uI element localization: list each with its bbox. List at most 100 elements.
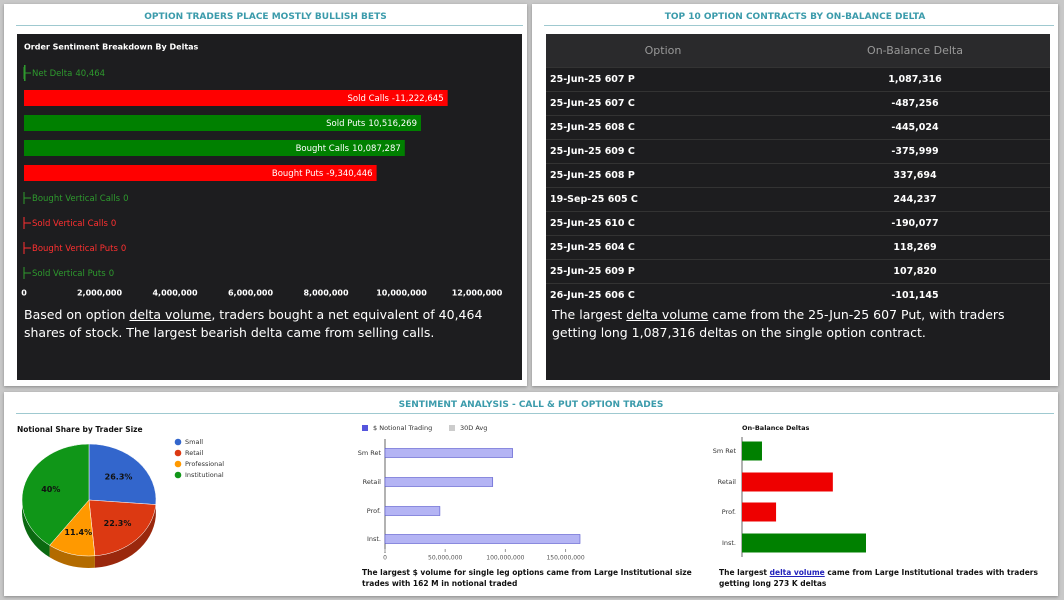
column-header: Option [546,34,780,68]
slice-label: 40% [41,485,60,494]
bar [742,533,866,553]
legend-swatch [449,425,455,431]
x-tick-label: 4,000,000 [152,289,197,298]
bar [742,441,762,461]
cell: 19-Sep-25 605 C [546,187,780,212]
caption-text: came from the 25-Jun-25 607 Put, with tr… [552,307,1005,340]
bar [24,90,448,106]
category-label: Sm Ret [358,449,382,457]
header-row: Option On-Balance Delta [546,34,1050,68]
cell: 118,269 [780,235,1050,260]
bar [384,477,494,487]
caption-text: The largest [552,307,627,322]
x-tick-label: 150,000,000 [546,555,584,562]
bar [384,448,513,458]
x-tick-label: 0 [383,555,387,562]
caption-text: came from Large Institutional trades wit… [719,568,1038,588]
cell: 26-Jun-25 606 C [546,283,780,307]
slice-label: 26.3% [105,473,133,482]
bar-label: Bought Puts -9,340,446 [272,169,373,179]
bar-label: Sold Calls -11,222,645 [348,94,444,104]
caption-text: Based on option [24,307,130,322]
cell: 25-Jun-25 607 C [546,91,780,116]
obd-chart: On-Balance Deltas Sm Ret Retail Prof. Inst. [713,424,866,557]
table-row: 19-Sep-25 605 C 244,237 [546,187,1050,212]
caption: The largest $ volume for single leg opti… [362,568,692,588]
legend-label: Institutional [185,471,224,479]
category-label: Bought Vertical Puts [32,244,118,254]
bar-label: Bought Vertical Calls 0 [32,194,128,204]
category-label: Prof. [367,507,381,515]
value-label: 0 [121,244,126,254]
panel-title: OPTION TRADERS PLACE MOSTLY BULLISH BETS [144,12,387,22]
caption-text: , traders bought a net equivalent of 40,… [24,307,483,340]
legend-label: Small [185,438,203,446]
bar [384,534,581,544]
table-row: 25-Jun-25 610 C -190,077 [546,211,1050,236]
legend-swatch [362,425,368,431]
value-label: 0 [109,269,114,279]
rule [16,25,523,26]
category-label: Sold Vertical Puts [32,269,106,279]
category-label: Sm Ret [713,447,737,455]
chart-title: On-Balance Deltas [742,424,809,432]
value-label: 40,464 [75,69,105,79]
table-row: 25-Jun-25 609 P 107,820 [546,259,1050,284]
table-row: 25-Jun-25 607 C -487,256 [546,91,1050,116]
value-label: -11,222,645 [392,94,444,104]
category-label: Sold Calls [348,94,390,104]
x-tick-label: 50,000,000 [428,555,463,562]
category-label: Net Delta [32,69,72,79]
x-tick-label: 0 [21,289,27,298]
caption: The largest delta volume came from the 2… [552,306,1032,342]
cell: 337,694 [780,163,1050,188]
category-label: Bought Calls [296,144,350,154]
pie-slice [88,443,157,505]
slice-label: 11.4% [64,528,92,537]
bar-label: Sold Vertical Calls 0 [32,219,116,229]
cell: 107,820 [780,259,1050,284]
panel-title: SENTIMENT ANALYSIS - CALL & PUT OPTION T… [398,400,664,410]
x-tick-label: 8,000,000 [303,289,348,298]
category-label: Sold Puts [326,119,366,129]
cell: 25-Jun-25 608 C [546,115,780,140]
rule [16,413,1054,414]
slice-label: 22.3% [104,519,132,528]
bar-label: Sold Vertical Puts 0 [32,269,114,279]
category-label: Inst. [367,535,381,543]
cell: -101,145 [780,283,1050,307]
cell: 25-Jun-25 609 P [546,259,780,284]
category-label: Bought Puts [272,169,324,179]
bar [742,502,777,522]
legend-swatch [174,471,182,479]
table-row: 25-Jun-25 604 C 118,269 [546,235,1050,260]
pie-side [94,504,156,568]
x-tick-label: 6,000,000 [228,289,273,298]
caption-link[interactable]: delta volume [769,568,825,577]
caption-link[interactable]: delta volume [129,307,212,322]
caption: The largest delta volume came from Large… [719,567,1049,589]
category-label: Prof. [722,508,736,516]
value-label: 0 [111,219,116,229]
category-label: Inst. [722,539,736,547]
bar-label: Net Delta 40,464 [32,69,105,79]
pie-chart: Notional Share by Trader Size 26.3% Small 2… [17,425,224,568]
x-tick-label: 12,000,000 [452,289,503,298]
category-label: Bought Vertical Calls [32,194,121,204]
bar [24,140,405,156]
legend-label: $ Notional Trading [373,424,432,432]
pie-slice [88,499,157,557]
value-label: -9,340,446 [326,169,372,179]
table: Option On-Balance Delta 25-Jun-25 607 P 1,0… [546,34,1050,307]
panel-title: TOP 10 OPTION CONTRACTS BY ON-BALANCE DE… [664,12,926,22]
cell: 244,237 [780,187,1050,212]
caption-link[interactable]: delta volume [626,307,709,322]
caption-text: The largest [719,568,770,577]
x-tick-label: 2,000,000 [77,289,122,298]
bar [24,115,421,131]
table-row: 25-Jun-25 609 C -375,999 [546,139,1050,164]
legend-label: Retail [185,449,204,457]
bar-label: Bought Calls 10,087,287 [296,144,401,154]
x-tick-label: 10,000,000 [376,289,427,298]
legend-label: 30D Avg [460,424,487,432]
